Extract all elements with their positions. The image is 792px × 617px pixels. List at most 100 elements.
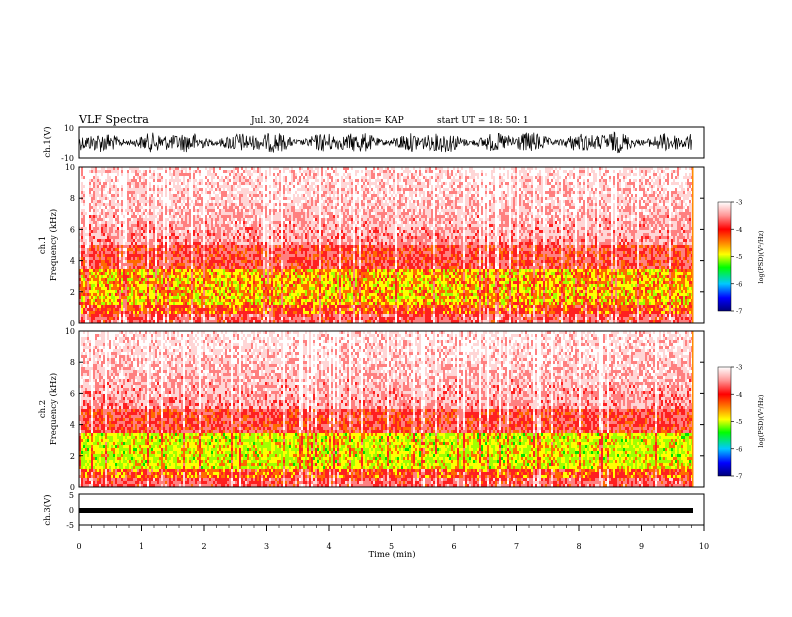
- spectrogram-cell: [237, 179, 239, 182]
- spectrogram-cell: [159, 203, 161, 206]
- spectrogram-cell: [229, 215, 231, 218]
- spectrogram-cell: [155, 266, 157, 269]
- spectrogram-cell: [223, 293, 225, 296]
- spectrogram-cell: [97, 236, 99, 239]
- spectrogram-cell: [117, 248, 119, 251]
- spectrogram-cell: [101, 188, 103, 191]
- spectrogram-cell: [201, 203, 203, 206]
- spectrogram-cell: [179, 281, 181, 284]
- figure-title: VLF Spectra: [78, 113, 149, 126]
- spectrogram-cell: [81, 182, 83, 185]
- spectrogram-cell: [203, 236, 205, 239]
- spectrogram-cell: [193, 224, 195, 227]
- spectrogram-cell: [195, 284, 197, 287]
- spectrogram-cell: [221, 179, 223, 182]
- spectrogram-cell: [217, 311, 219, 314]
- spectrogram-cell: [185, 242, 187, 245]
- spectrogram-cell: [147, 299, 149, 302]
- spectrogram-cell: [129, 305, 131, 308]
- spectrogram-cell: [147, 188, 149, 191]
- spectrogram-cell: [115, 218, 117, 221]
- spectrogram-cell: [153, 176, 155, 179]
- spectrogram-cell: [165, 278, 167, 281]
- spectrogram-cell: [135, 215, 137, 218]
- spectrogram-cell: [141, 242, 143, 245]
- spectrogram-cell: [141, 197, 143, 200]
- spectrogram-cell: [147, 176, 149, 179]
- spectrogram-cell: [231, 212, 233, 215]
- spectrogram-cell: [157, 299, 159, 302]
- spectrogram-cell: [183, 173, 185, 176]
- spectrogram-cell: [157, 173, 159, 176]
- spectrogram-cell: [137, 203, 139, 206]
- spectrogram-cell: [215, 233, 217, 236]
- spectrogram-cell: [147, 206, 149, 209]
- spectrogram-cell: [217, 188, 219, 191]
- spectrogram-cell: [235, 266, 237, 269]
- spectrogram-cell: [193, 242, 195, 245]
- spectrogram-cell: [115, 293, 117, 296]
- spectrogram-cell: [81, 200, 83, 203]
- spectrogram-cell: [87, 257, 89, 260]
- spectrogram-cell: [149, 287, 151, 290]
- spectrogram-cell: [153, 215, 155, 218]
- spectrogram-cell: [183, 314, 185, 317]
- spectrogram-cell: [129, 290, 131, 293]
- spectrogram-cell: [207, 281, 209, 284]
- spectrogram-cell: [137, 212, 139, 215]
- spectrogram-cell: [101, 260, 103, 263]
- spectrogram-cell: [93, 215, 95, 218]
- spectrogram-cell: [93, 284, 95, 287]
- spectrogram-cell: [119, 302, 121, 305]
- spectrogram-cell: [181, 311, 183, 314]
- spectrogram-cell: [89, 242, 91, 245]
- spectrogram-cell: [179, 209, 181, 212]
- spectrogram-cell: [83, 248, 85, 251]
- spectrogram-cell: [169, 260, 171, 263]
- spectrogram-cell: [205, 239, 207, 242]
- spectrogram-cell: [155, 281, 157, 284]
- spectrogram-cell: [203, 233, 205, 236]
- spectrogram-cell: [215, 248, 217, 251]
- spectrogram-cell: [85, 194, 87, 197]
- spectrogram-cell: [133, 257, 135, 260]
- spectrogram-cell: [193, 254, 195, 257]
- spectrogram-cell: [211, 314, 213, 317]
- spectrogram-cell: [115, 215, 117, 218]
- spectrogram-cell: [221, 260, 223, 263]
- spectrogram-cell: [143, 209, 145, 212]
- spectrogram-cell: [95, 227, 97, 230]
- spectrogram-cell: [181, 248, 183, 251]
- spectrogram-cell: [171, 317, 173, 320]
- spectrogram-cell: [99, 200, 101, 203]
- spectrogram-cell: [177, 227, 179, 230]
- spectrogram-cell: [153, 230, 155, 233]
- spectrogram-cell: [179, 278, 181, 281]
- spectrogram-cell: [89, 269, 91, 272]
- spectrogram-cell: [161, 242, 163, 245]
- spectrogram-cell: [165, 269, 167, 272]
- spectrogram-cell: [229, 236, 231, 239]
- spectrogram-cell: [163, 176, 165, 179]
- spectrogram-cell: [173, 185, 175, 188]
- spectrogram-cell: [149, 266, 151, 269]
- spectrogram-cell: [177, 278, 179, 281]
- spectrogram-cell: [129, 206, 131, 209]
- spectrogram-cell: [153, 170, 155, 173]
- spectrogram-cell: [133, 308, 135, 311]
- spectrogram-cell: [91, 278, 93, 281]
- spectrogram-cell: [199, 239, 201, 242]
- spectrogram-cell: [125, 206, 127, 209]
- spectrogram-cell: [195, 266, 197, 269]
- spectrogram-cell: [185, 212, 187, 215]
- spectrogram-cell: [93, 269, 95, 272]
- spectrogram-cell: [123, 260, 125, 263]
- spectrogram-cell: [183, 272, 185, 275]
- spectrogram-cell: [161, 176, 163, 179]
- spectrogram-cell: [93, 314, 95, 317]
- spectrogram-cell: [115, 233, 117, 236]
- spectrogram-cell: [187, 290, 189, 293]
- spectrogram-cell: [149, 200, 151, 203]
- spectrogram-cell: [137, 251, 139, 254]
- spectrogram-cell: [147, 221, 149, 224]
